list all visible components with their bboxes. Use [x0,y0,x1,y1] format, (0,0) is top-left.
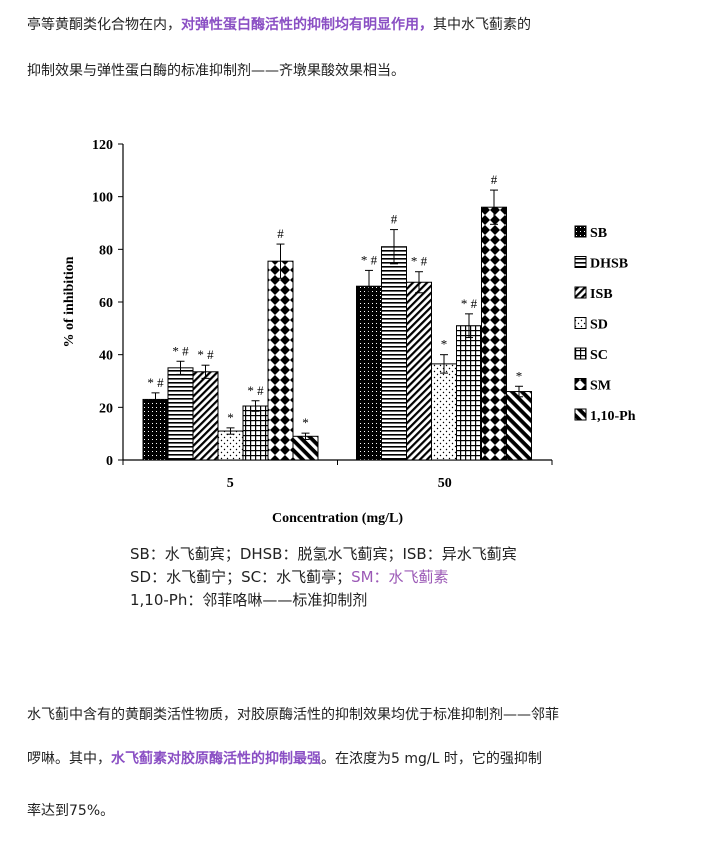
y-tick-label: 60 [99,296,113,311]
abbreviation-line1: SB：水飞蓟宾；DHSB：脱氢水飞蓟宾；ISB：异水飞蓟宾 [130,545,517,563]
significance-mark: * # [247,383,264,398]
legend-swatch-1,10-Ph [574,408,587,421]
legend-swatch-SD [574,317,587,329]
legend-label-SB: SB [590,226,607,241]
intro-paragraph-line1: 亭等黄酮类化合物在内，对弹性蛋白酶活性的抑制均有明显作用，其中水飞蓟素的 [27,12,677,38]
x-tick-label: 50 [438,476,452,491]
bar-1,10-Ph-50 [506,391,532,461]
conclusion-text-a: 啰啉。其中， [27,751,111,767]
legend-label-DHSB: DHSB [590,257,628,272]
bar-ISB-50 [406,281,432,461]
significance-mark: # [391,212,398,227]
significance-mark: * [441,337,448,352]
bar-SD-50 [431,363,457,461]
legend-label-ISB: ISB [590,287,613,302]
conclusion-paragraph-line1: 水飞蓟中含有的黄酮类活性物质，对胶原酶活性的抑制效果均优于标准抑制剂——邻菲 [27,707,559,723]
bar-SB-5 [142,398,169,461]
significance-mark: * [302,415,309,430]
conclusion-paragraph-line3: 率达到75%。 [27,803,115,819]
y-tick-label: 20 [99,401,113,416]
y-tick-label: 0 [106,454,113,469]
legend-swatch-SM [574,378,587,390]
legend-swatch-DHSB [574,256,587,268]
significance-mark: # [491,172,498,187]
bar-DHSB-50 [381,246,407,461]
y-tick-label: 100 [92,191,113,206]
y-tick-label: 120 [92,138,113,153]
significance-mark: * # [172,343,189,358]
bar-SC-50 [456,325,482,461]
significance-mark: * # [411,254,428,269]
legend-swatch-SC [574,347,587,360]
significance-mark: * # [461,296,478,311]
intro-text-a: 亭等黄酮类化合物在内， [27,17,181,33]
significance-mark: * # [147,375,164,390]
x-axis-title: Concentration (mg/L) [272,511,403,526]
abbreviation-sm-highlight: SM：水飞蓟素 [351,568,449,586]
abbreviation-text: SD：水飞蓟宁；SC：水飞蓟亭； [130,568,352,586]
intro-highlight: 对弹性蛋白酶活性的抑制均有明显作用， [181,17,433,33]
legend-label-SC: SC [590,348,608,363]
inhibition-bar-chart: 0 20 40 60 80 100 120 5 50 Concentration (mg/L) % … [62,138,636,526]
bar-SD-5 [217,430,244,461]
legend-label-SD: SD [590,318,608,333]
conclusion-highlight: 水飞蓟素对胶原酶活性的抑制最强 [111,751,321,767]
legend-swatch-ISB [574,286,587,299]
bar-SM-5 [267,260,294,461]
bar-SB-50 [356,285,382,461]
significance-mark: * [516,368,523,383]
bar-DHSB-5 [167,367,194,461]
legend-label-SM: SM [590,379,611,394]
bar-ISB-5 [192,371,219,461]
conclusion-text-c: 。在浓度为5 mg/L 时，它的强抑制 [321,751,542,767]
significance-mark: * # [361,252,378,267]
legend-swatch-SB [574,225,587,238]
bar-SC-5 [242,405,269,461]
conclusion-paragraph-line2: 啰啉。其中，水飞蓟素对胶原酶活性的抑制最强。在浓度为5 mg/L 时，它的强抑制 [27,746,677,772]
intro-paragraph-line2: 抑制效果与弹性蛋白酶的标准抑制剂——齐墩果酸效果相当。 [27,63,405,79]
x-tick-label: 5 [227,476,234,491]
y-tick-label: 80 [99,243,113,258]
significance-mark: * # [197,347,214,362]
abbreviation-line2: SD：水飞蓟宁；SC：水飞蓟亭；SM：水飞蓟素 [130,566,449,587]
abbreviation-line3: 1,10-Ph：邻菲咯啉——标准抑制剂 [130,591,368,609]
significance-mark: * [227,410,234,425]
intro-text-c: 其中水飞蓟素的 [433,17,531,33]
bar-SM-50 [481,206,507,461]
legend-label-1,10-Ph: 1,10-Ph [590,409,636,424]
y-tick-label: 40 [99,349,113,364]
significance-mark: # [277,226,284,241]
y-axis-title: % of inhibition [62,256,77,347]
